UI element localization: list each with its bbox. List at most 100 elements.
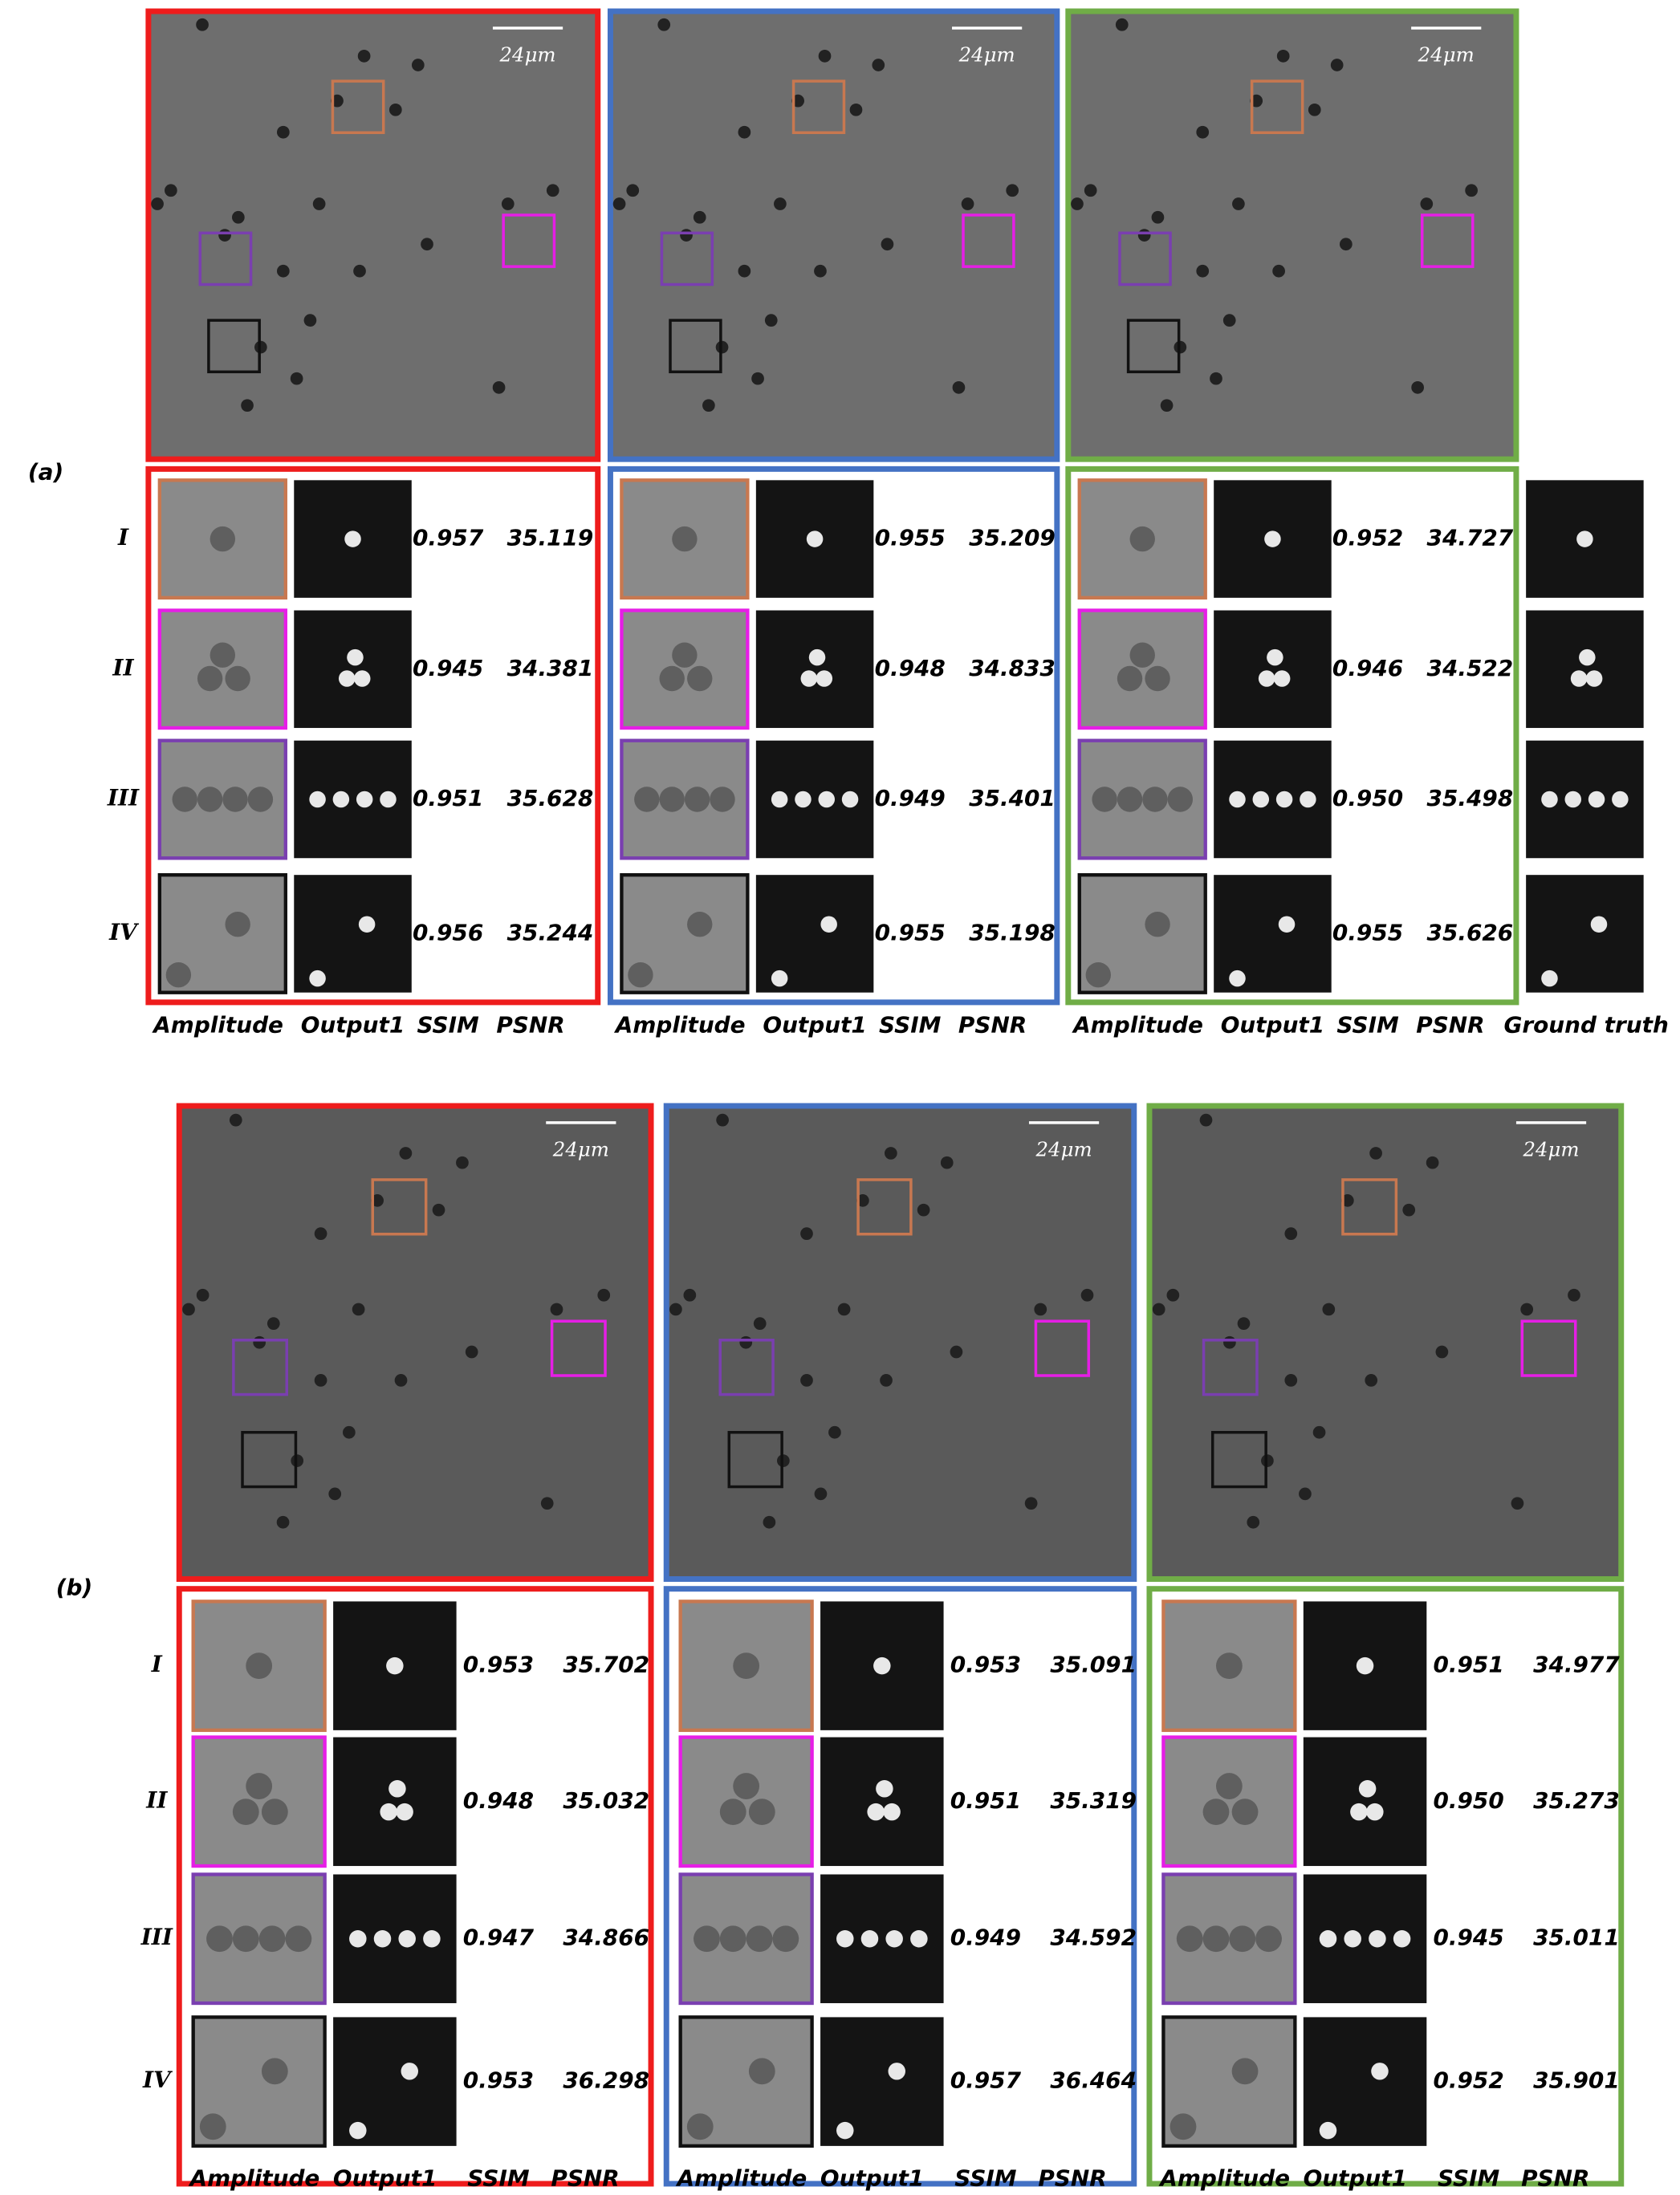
psnr-value: 34.866 <box>563 1925 649 1951</box>
cell <box>328 1487 342 1501</box>
cell <box>940 1156 954 1169</box>
cell <box>1312 1425 1326 1439</box>
cell <box>1579 648 1596 666</box>
cell <box>1231 1799 1259 1826</box>
cell <box>1322 1303 1336 1316</box>
cell <box>232 1799 259 1826</box>
cell <box>753 1317 767 1330</box>
output-thumbnail <box>820 1737 944 1867</box>
cell <box>1300 791 1316 808</box>
cell <box>800 1227 813 1240</box>
cell <box>1115 18 1129 31</box>
cell <box>261 1799 288 1826</box>
cell <box>314 1374 327 1387</box>
cell <box>1402 1203 1416 1217</box>
cell <box>1344 1930 1361 1948</box>
cell <box>1340 1194 1354 1207</box>
psnr-value: 35.198 <box>969 919 1056 945</box>
amplitude-thumbnail <box>620 608 750 730</box>
psnr-value: 35.401 <box>969 785 1056 811</box>
cell <box>172 787 197 812</box>
cell <box>253 1335 266 1349</box>
cell <box>492 381 506 394</box>
ssim-value: 0.953 <box>463 1652 534 1678</box>
cell <box>885 1930 903 1948</box>
cell <box>814 1487 828 1501</box>
column-label: SSIM <box>1438 2165 1500 2192</box>
cell <box>276 264 290 278</box>
roi-box <box>718 1339 775 1396</box>
cell <box>356 791 373 808</box>
cell <box>693 210 706 224</box>
ssim-value: 0.950 <box>1434 1787 1504 1814</box>
cell <box>1024 1497 1038 1510</box>
cell <box>1258 670 1275 687</box>
cell <box>1308 103 1321 116</box>
cell <box>1237 1317 1251 1330</box>
cell <box>1169 2113 1197 2140</box>
cell <box>952 381 966 394</box>
cell <box>465 1345 478 1359</box>
cell <box>1196 125 1210 139</box>
psnr-value: 34.381 <box>507 655 594 681</box>
cell <box>432 1203 445 1217</box>
cell <box>1229 791 1246 808</box>
roi-box <box>1210 1430 1267 1489</box>
ssim-value: 0.948 <box>463 1787 534 1814</box>
cell <box>399 1147 413 1160</box>
metrics-frame <box>663 1586 1137 2187</box>
ssim-value: 0.955 <box>1332 919 1403 945</box>
metrics-frame <box>607 465 1060 1006</box>
column-label: Output1 <box>1221 1012 1324 1039</box>
psnr-value: 34.727 <box>1427 525 1514 551</box>
cell <box>401 2063 419 2080</box>
cell <box>820 916 837 933</box>
psnr-value: 35.244 <box>507 919 594 945</box>
cell <box>1284 1374 1298 1387</box>
cell <box>165 184 177 197</box>
cell <box>1369 1930 1386 1948</box>
cell <box>309 791 326 808</box>
cell <box>206 1925 233 1953</box>
psnr-value: 36.298 <box>563 2067 649 2094</box>
micrograph <box>176 1103 654 1582</box>
cell <box>411 59 425 71</box>
cell <box>733 1652 760 1680</box>
cell <box>1393 1930 1411 1948</box>
cell <box>1299 1487 1312 1501</box>
cell <box>1465 184 1478 197</box>
cell <box>800 670 818 687</box>
cell <box>597 1288 611 1302</box>
cell <box>421 238 433 251</box>
roi-box <box>1520 1319 1577 1377</box>
cell <box>209 642 236 668</box>
cell <box>1267 648 1283 666</box>
cell <box>353 264 366 278</box>
cell <box>501 197 515 210</box>
cell <box>151 197 164 210</box>
cell <box>1117 665 1143 692</box>
cell <box>837 1303 851 1316</box>
cell <box>710 787 735 812</box>
cell <box>771 791 788 808</box>
cell <box>312 197 326 210</box>
ssim-value: 0.947 <box>463 1925 535 1951</box>
psnr-value: 35.209 <box>969 525 1056 551</box>
psnr-value: 35.626 <box>1427 919 1514 945</box>
cell <box>1356 1656 1374 1675</box>
column-label: Output1 <box>820 2165 924 2192</box>
cell <box>659 665 685 692</box>
cell <box>777 1454 790 1467</box>
amplitude-thumbnail <box>678 1735 814 1868</box>
cell <box>738 264 751 278</box>
amplitude-thumbnail <box>1077 608 1207 730</box>
cell <box>881 238 894 251</box>
roi-box <box>371 1178 428 1236</box>
cell <box>246 1652 273 1680</box>
cell <box>1520 1303 1534 1316</box>
cell <box>1420 197 1434 210</box>
cell <box>1151 210 1165 224</box>
roi-box <box>1118 231 1172 287</box>
psnr-value: 34.977 <box>1533 1652 1620 1678</box>
cell <box>1145 665 1170 692</box>
